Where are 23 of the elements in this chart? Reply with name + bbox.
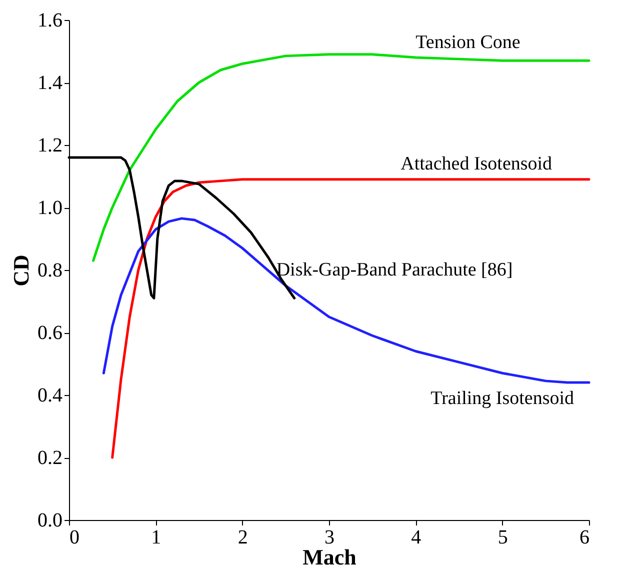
y-tick-label: 0.4	[38, 384, 62, 406]
line-series	[102, 217, 590, 384]
x-tick-label: 0	[70, 526, 80, 548]
y-tick-label: 1.6	[38, 10, 62, 32]
y-tick-label: 0.8	[38, 260, 62, 282]
x-tick-label: 5	[498, 526, 508, 548]
y-tick-label: 0.6	[38, 322, 62, 344]
y-tick-label: 0.2	[38, 447, 62, 469]
x-tick-label: 1	[151, 526, 162, 548]
annotation: Tension Cone	[416, 32, 520, 54]
x-tick-label: 2	[238, 526, 248, 548]
y-tick-label: 1.2	[38, 134, 62, 156]
y-tick-label: 1.0	[38, 197, 62, 219]
annotation: Disk-Gap-Band Parachute [86]	[276, 260, 513, 280]
annotation: Attached Isotensoid	[400, 153, 553, 174]
x-tick-label: 6	[580, 526, 590, 548]
line-series	[111, 178, 590, 459]
line-series	[92, 53, 590, 262]
y-tick-label: 1.4	[38, 72, 62, 94]
x-tick-label: 4	[411, 526, 422, 548]
annotation: Trailing Isotensoid	[430, 388, 575, 410]
y-axis-title: CD	[8, 254, 34, 286]
y-tick-label: 0.0	[38, 510, 62, 532]
